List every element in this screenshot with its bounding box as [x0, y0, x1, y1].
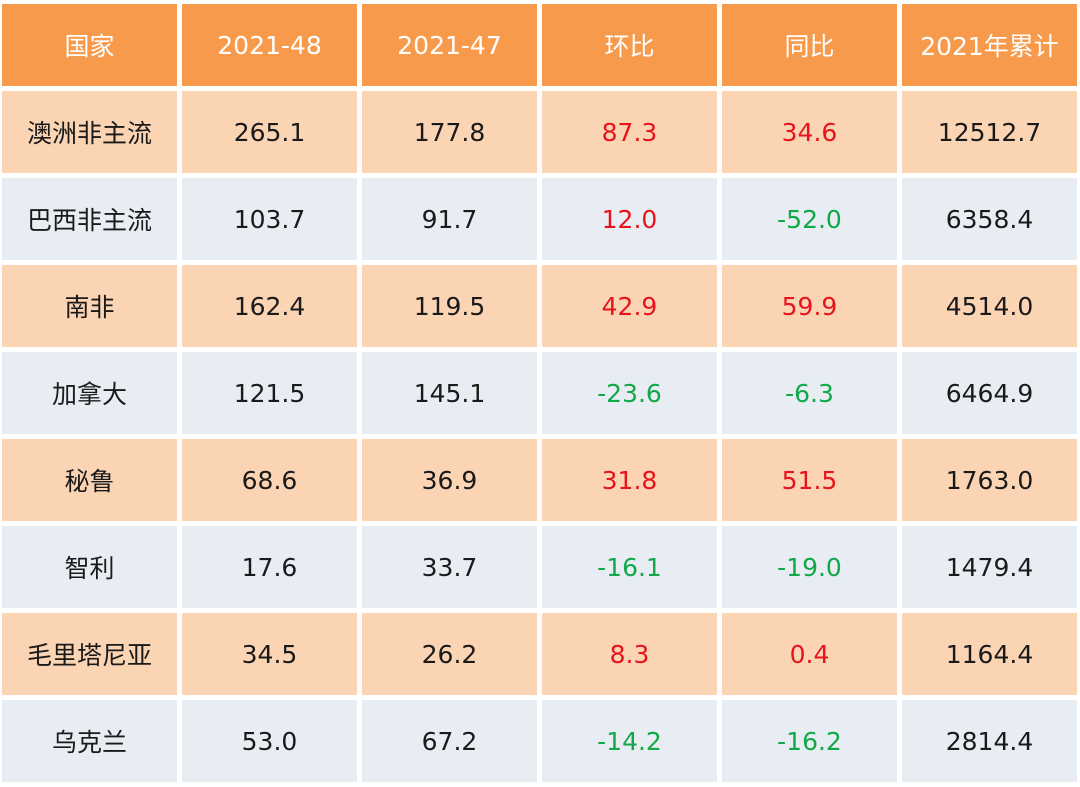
cell-r4-country: 加拿大	[2, 352, 177, 434]
cell-r2-week-48: 103.7	[182, 178, 357, 260]
cell-r6-week-47: 33.7	[362, 526, 537, 608]
cell-r5-week-48: 68.6	[182, 439, 357, 521]
cell-r7-yoy: 0.4	[722, 613, 897, 695]
cell-r7-ytd: 1164.4	[902, 613, 1077, 695]
cell-r7-week-47: 26.2	[362, 613, 537, 695]
cell-r8-wow: -14.2	[542, 700, 717, 782]
cell-r7-country: 毛里塔尼亚	[2, 613, 177, 695]
cell-r4-yoy: -6.3	[722, 352, 897, 434]
cell-r5-country: 秘鲁	[2, 439, 177, 521]
cell-r2-ytd: 6358.4	[902, 178, 1077, 260]
cell-r6-yoy: -19.0	[722, 526, 897, 608]
cell-r6-ytd: 1479.4	[902, 526, 1077, 608]
header-wow: 环比	[542, 4, 717, 86]
cell-r1-week-47: 177.8	[362, 91, 537, 173]
cell-r1-ytd: 12512.7	[902, 91, 1077, 173]
header-ytd: 2021年累计	[902, 4, 1077, 86]
cell-r8-ytd: 2814.4	[902, 700, 1077, 782]
cell-r3-country: 南非	[2, 265, 177, 347]
cell-r3-wow: 42.9	[542, 265, 717, 347]
header-week-48: 2021-48	[182, 4, 357, 86]
cell-r3-week-47: 119.5	[362, 265, 537, 347]
cell-r8-country: 乌克兰	[2, 700, 177, 782]
data-table: 国家 2021-48 2021-47 环比 同比 2021年累计澳洲非主流 265.1 177…	[2, 4, 1078, 782]
header-yoy: 同比	[722, 4, 897, 86]
cell-r8-week-47: 67.2	[362, 700, 537, 782]
cell-r5-ytd: 1763.0	[902, 439, 1077, 521]
cell-r5-week-47: 36.9	[362, 439, 537, 521]
cell-r1-wow: 87.3	[542, 91, 717, 173]
header-week-47: 2021-47	[362, 4, 537, 86]
cell-r6-wow: -16.1	[542, 526, 717, 608]
cell-r4-ytd: 6464.9	[902, 352, 1077, 434]
cell-r2-wow: 12.0	[542, 178, 717, 260]
cell-r3-week-48: 162.4	[182, 265, 357, 347]
cell-r3-yoy: 59.9	[722, 265, 897, 347]
cell-r2-yoy: -52.0	[722, 178, 897, 260]
cell-r2-week-47: 91.7	[362, 178, 537, 260]
cell-r2-country: 巴西非主流	[2, 178, 177, 260]
cell-r8-week-48: 53.0	[182, 700, 357, 782]
header-country: 国家	[2, 4, 177, 86]
cell-r6-country: 智利	[2, 526, 177, 608]
cell-r1-week-48: 265.1	[182, 91, 357, 173]
cell-r3-ytd: 4514.0	[902, 265, 1077, 347]
cell-r7-week-48: 34.5	[182, 613, 357, 695]
cell-r5-yoy: 51.5	[722, 439, 897, 521]
cell-r1-country: 澳洲非主流	[2, 91, 177, 173]
cell-r5-wow: 31.8	[542, 439, 717, 521]
cell-r8-yoy: -16.2	[722, 700, 897, 782]
cell-r4-wow: -23.6	[542, 352, 717, 434]
cell-r1-yoy: 34.6	[722, 91, 897, 173]
cell-r7-wow: 8.3	[542, 613, 717, 695]
cell-r6-week-48: 17.6	[182, 526, 357, 608]
cell-r4-week-48: 121.5	[182, 352, 357, 434]
cell-r4-week-47: 145.1	[362, 352, 537, 434]
